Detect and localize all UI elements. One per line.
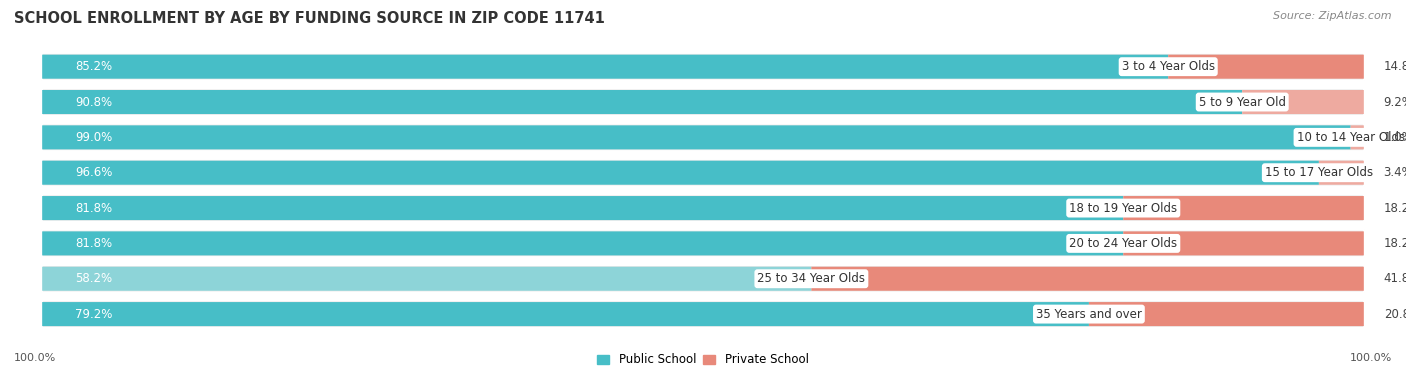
FancyBboxPatch shape: [1123, 196, 1364, 220]
FancyBboxPatch shape: [1088, 302, 1364, 326]
Text: 85.2%: 85.2%: [76, 60, 112, 73]
Text: 58.2%: 58.2%: [76, 272, 112, 285]
FancyBboxPatch shape: [42, 230, 1364, 257]
FancyBboxPatch shape: [1168, 55, 1364, 79]
FancyBboxPatch shape: [42, 53, 1364, 80]
Text: 5 to 9 Year Old: 5 to 9 Year Old: [1199, 95, 1285, 109]
FancyBboxPatch shape: [1243, 90, 1364, 114]
FancyBboxPatch shape: [42, 196, 1123, 220]
Text: 35 Years and over: 35 Years and over: [1036, 308, 1142, 320]
FancyBboxPatch shape: [42, 300, 1364, 328]
Text: 18.2%: 18.2%: [1384, 237, 1406, 250]
Text: 15 to 17 Year Olds: 15 to 17 Year Olds: [1265, 166, 1372, 179]
Text: 79.2%: 79.2%: [76, 308, 112, 320]
Text: 3.4%: 3.4%: [1384, 166, 1406, 179]
Text: Source: ZipAtlas.com: Source: ZipAtlas.com: [1274, 11, 1392, 21]
FancyBboxPatch shape: [1351, 125, 1364, 149]
Text: 41.8%: 41.8%: [1384, 272, 1406, 285]
Text: 18 to 19 Year Olds: 18 to 19 Year Olds: [1069, 202, 1177, 215]
Text: 18.2%: 18.2%: [1384, 202, 1406, 215]
Text: 20.8%: 20.8%: [1384, 308, 1406, 320]
Text: 81.8%: 81.8%: [76, 202, 112, 215]
Text: 81.8%: 81.8%: [76, 237, 112, 250]
FancyBboxPatch shape: [42, 124, 1364, 151]
FancyBboxPatch shape: [42, 231, 1123, 256]
Text: 9.2%: 9.2%: [1384, 95, 1406, 109]
Text: 14.8%: 14.8%: [1384, 60, 1406, 73]
FancyBboxPatch shape: [42, 194, 1364, 222]
FancyBboxPatch shape: [42, 267, 811, 291]
FancyBboxPatch shape: [42, 159, 1364, 187]
FancyBboxPatch shape: [42, 125, 1351, 149]
Text: 100.0%: 100.0%: [1350, 353, 1392, 363]
Text: 99.0%: 99.0%: [76, 131, 112, 144]
Text: 1.0%: 1.0%: [1384, 131, 1406, 144]
FancyBboxPatch shape: [42, 88, 1364, 116]
Text: 96.6%: 96.6%: [76, 166, 112, 179]
FancyBboxPatch shape: [42, 90, 1243, 114]
FancyBboxPatch shape: [1319, 161, 1364, 185]
FancyBboxPatch shape: [42, 55, 1168, 79]
FancyBboxPatch shape: [1123, 231, 1364, 256]
Legend: Public School, Private School: Public School, Private School: [593, 349, 813, 371]
FancyBboxPatch shape: [42, 302, 1088, 326]
FancyBboxPatch shape: [42, 161, 1319, 185]
FancyBboxPatch shape: [42, 265, 1364, 293]
FancyBboxPatch shape: [811, 267, 1364, 291]
Text: 10 to 14 Year Olds: 10 to 14 Year Olds: [1296, 131, 1405, 144]
Text: 3 to 4 Year Olds: 3 to 4 Year Olds: [1122, 60, 1215, 73]
Text: 25 to 34 Year Olds: 25 to 34 Year Olds: [758, 272, 865, 285]
Text: 20 to 24 Year Olds: 20 to 24 Year Olds: [1069, 237, 1177, 250]
Text: 90.8%: 90.8%: [76, 95, 112, 109]
Text: SCHOOL ENROLLMENT BY AGE BY FUNDING SOURCE IN ZIP CODE 11741: SCHOOL ENROLLMENT BY AGE BY FUNDING SOUR…: [14, 11, 605, 26]
Text: 100.0%: 100.0%: [14, 353, 56, 363]
